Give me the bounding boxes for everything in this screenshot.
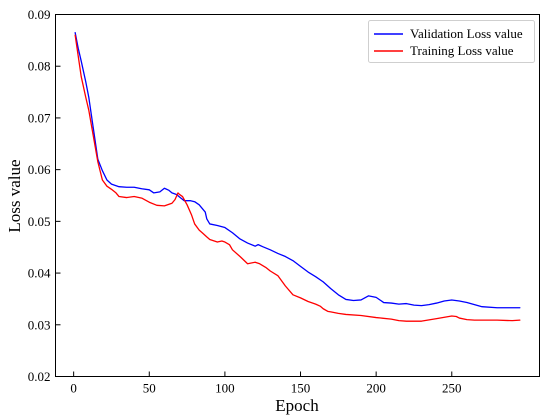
series-layer <box>74 31 521 322</box>
y-tick-label: 0.09 <box>28 7 51 22</box>
y-tick-label: 0.04 <box>28 266 51 281</box>
y-tick-label: 0.06 <box>28 162 51 177</box>
legend-label-validation: Validation Loss value <box>410 26 523 41</box>
legend: Validation Loss value Training Loss valu… <box>368 20 535 63</box>
y-tick-label: 0.05 <box>28 214 51 229</box>
x-axis: 0 50 100 150 200 250 <box>70 371 462 396</box>
x-tick-label: 150 <box>291 381 311 396</box>
y-axis-title: Loss value <box>5 159 24 232</box>
x-tick-label: 50 <box>143 381 156 396</box>
x-tick-label: 100 <box>215 381 235 396</box>
x-axis-title: Epoch <box>275 396 319 415</box>
legend-label-training: Training Loss value <box>410 43 514 58</box>
y-axis: 0.02 0.03 0.04 0.05 0.06 0.07 0.08 0.09 <box>28 7 61 384</box>
x-tick-label: 250 <box>442 381 462 396</box>
y-tick-label: 0.03 <box>28 317 51 332</box>
plot-frame <box>55 14 540 377</box>
training-loss-line <box>74 34 521 322</box>
x-tick-label: 200 <box>366 381 386 396</box>
validation-loss-line <box>74 31 521 309</box>
y-tick-label: 0.07 <box>28 110 51 125</box>
x-tick-label: 0 <box>70 381 77 396</box>
legend-box <box>368 20 535 63</box>
y-tick-label: 0.08 <box>28 59 51 74</box>
y-tick-label: 0.02 <box>28 369 51 384</box>
